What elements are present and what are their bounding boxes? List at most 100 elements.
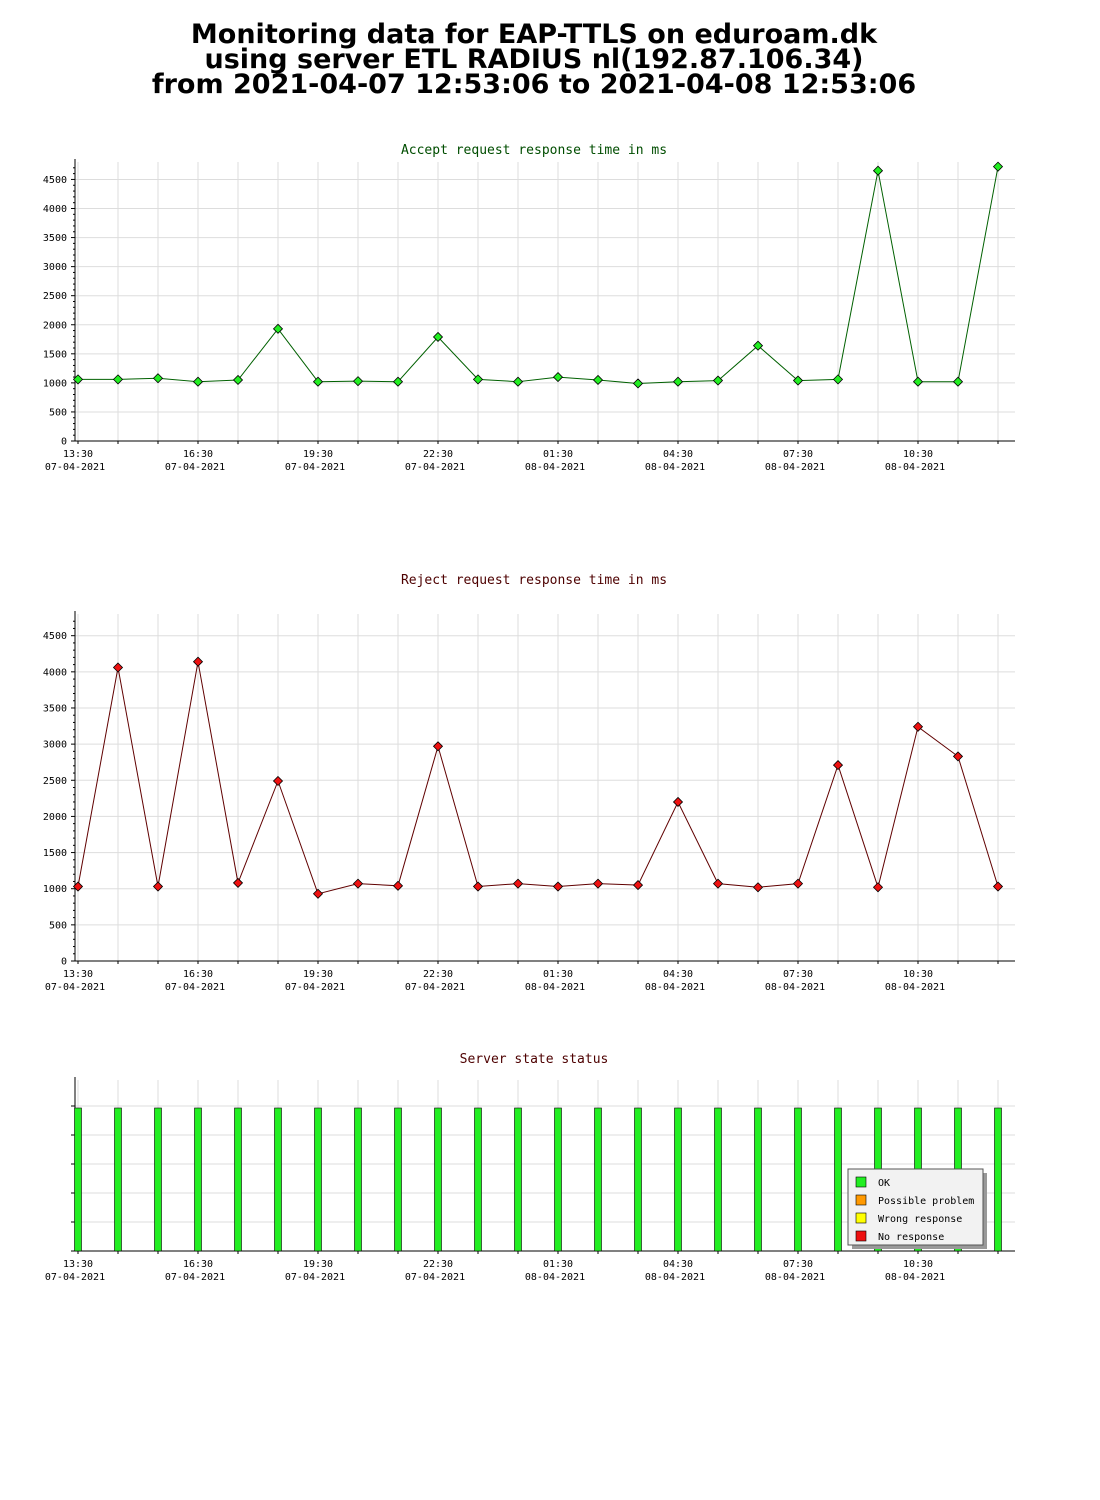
accept-data-point <box>512 376 524 387</box>
status-bar <box>354 1107 362 1252</box>
reject-chart-title: Reject request response time in ms <box>401 573 667 588</box>
page-title-line-3: from 2021-04-07 12:53:06 to 2021-04-08 1… <box>151 69 917 100</box>
accept-data-point <box>192 376 204 387</box>
accept-data-point <box>792 375 804 386</box>
status-bar <box>114 1107 122 1252</box>
accept-data-point <box>672 376 684 387</box>
reject-data-point <box>512 878 524 889</box>
y-tick-label: 2500 <box>43 776 67 787</box>
x-tick-date-label: 08-04-2021 <box>885 982 945 993</box>
x-tick-time-label: 16:30 <box>183 449 213 460</box>
status-bar <box>234 1107 242 1252</box>
status-bar <box>194 1107 202 1252</box>
status-bar <box>554 1107 562 1252</box>
status-bar <box>154 1107 162 1252</box>
reject-data-point <box>312 888 324 899</box>
x-tick-date-label: 07-04-2021 <box>45 982 105 993</box>
reject-data-point <box>872 882 884 893</box>
accept-data-point <box>432 331 444 343</box>
legend-label: OK <box>878 1178 890 1189</box>
x-tick-date-label: 08-04-2021 <box>645 1272 705 1283</box>
x-tick-time-label: 22:30 <box>423 969 453 980</box>
reject-data-point <box>72 881 84 892</box>
y-tick-label: 4000 <box>43 667 67 678</box>
x-tick-date-label: 07-04-2021 <box>165 1272 225 1283</box>
page-title: Monitoring data for EAP-TTLS on eduroam.… <box>0 19 1068 100</box>
legend-swatch <box>855 1194 867 1206</box>
legend-swatch <box>855 1212 867 1224</box>
x-tick-time-label: 16:30 <box>183 1259 213 1270</box>
page-title-line-2: using server ETL RADIUS nl(192.87.106.34… <box>204 44 864 75</box>
accept-data-point <box>232 374 244 386</box>
y-tick-label: 3000 <box>43 740 67 751</box>
reject-data-point <box>152 881 164 892</box>
y-tick-label: 4500 <box>43 175 67 186</box>
status-bar <box>474 1107 482 1252</box>
y-tick-label: 1000 <box>43 884 67 895</box>
y-tick-label: 500 <box>49 920 67 931</box>
reject-data-point <box>472 881 484 892</box>
x-tick-time-label: 10:30 <box>903 449 933 460</box>
y-tick-label: 4500 <box>43 631 67 642</box>
x-tick-time-label: 01:30 <box>543 969 573 980</box>
reject-response-chart: Reject request response time in ms 0 500 1… <box>43 573 1015 993</box>
accept-data-point <box>832 374 844 385</box>
x-tick-time-label: 13:30 <box>63 449 93 460</box>
status-bar <box>594 1107 602 1252</box>
reject-data-point <box>672 796 684 808</box>
y-tick-label: 2500 <box>43 291 67 302</box>
x-tick-time-label: 07:30 <box>783 969 813 980</box>
reject-data-point <box>352 878 364 889</box>
x-tick-date-label: 08-04-2021 <box>645 462 705 473</box>
x-tick-date-label: 08-04-2021 <box>765 982 825 993</box>
accept-data-point <box>952 376 964 387</box>
x-tick-time-label: 10:30 <box>903 969 933 980</box>
reject-data-point <box>912 721 924 732</box>
y-tick-label: 0 <box>61 957 67 968</box>
accept-data-point <box>592 374 604 386</box>
accept-data-point <box>472 374 484 385</box>
reject-data-point <box>752 882 764 893</box>
status-bar <box>674 1107 682 1252</box>
legend-label: Possible problem <box>878 1196 974 1207</box>
y-tick-label: 0 <box>61 437 67 448</box>
x-tick-date-label: 07-04-2021 <box>45 462 105 473</box>
legend-box <box>847 1168 984 1246</box>
status-bar <box>714 1107 722 1252</box>
y-tick-label: 2000 <box>43 320 67 331</box>
x-tick-date-label: 08-04-2021 <box>645 982 705 993</box>
status-bar <box>434 1107 442 1252</box>
reject-data-point <box>712 878 724 889</box>
accept-data-point <box>72 374 84 385</box>
legend-swatch <box>855 1230 867 1242</box>
status-bar <box>74 1107 82 1252</box>
reject-data-point <box>992 881 1004 892</box>
legend-label: Wrong response <box>878 1214 962 1225</box>
y-tick-label: 4000 <box>43 204 67 215</box>
reject-series-line <box>77 661 999 895</box>
legend-label: No response <box>878 1232 944 1243</box>
y-tick-label: 1500 <box>43 848 67 859</box>
accept-response-chart: Accept request response time in ms 0 500 1… <box>43 143 1015 473</box>
x-tick-time-label: 04:30 <box>663 1259 693 1270</box>
reject-data-point <box>112 662 124 673</box>
x-tick-time-label: 01:30 <box>543 1259 573 1270</box>
x-tick-date-label: 07-04-2021 <box>285 1272 345 1283</box>
status-bar <box>634 1107 642 1252</box>
y-tick-label: 1000 <box>43 378 67 389</box>
x-tick-time-label: 04:30 <box>663 969 693 980</box>
reject-data-point <box>272 775 284 787</box>
accept-data-point <box>912 376 924 387</box>
x-tick-date-label: 08-04-2021 <box>525 982 585 993</box>
x-tick-date-label: 08-04-2021 <box>885 1272 945 1283</box>
x-tick-time-label: 07:30 <box>783 1259 813 1270</box>
reject-data-point <box>952 751 964 762</box>
status-bar <box>314 1107 322 1252</box>
accept-data-point <box>752 340 764 351</box>
x-tick-time-label: 04:30 <box>663 449 693 460</box>
x-tick-time-label: 10:30 <box>903 1259 933 1270</box>
x-tick-date-label: 07-04-2021 <box>405 982 465 993</box>
page-title-line-1: Monitoring data for EAP-TTLS on eduroam.… <box>190 19 878 50</box>
y-tick-label: 3500 <box>43 703 67 714</box>
accept-data-point <box>872 165 884 176</box>
